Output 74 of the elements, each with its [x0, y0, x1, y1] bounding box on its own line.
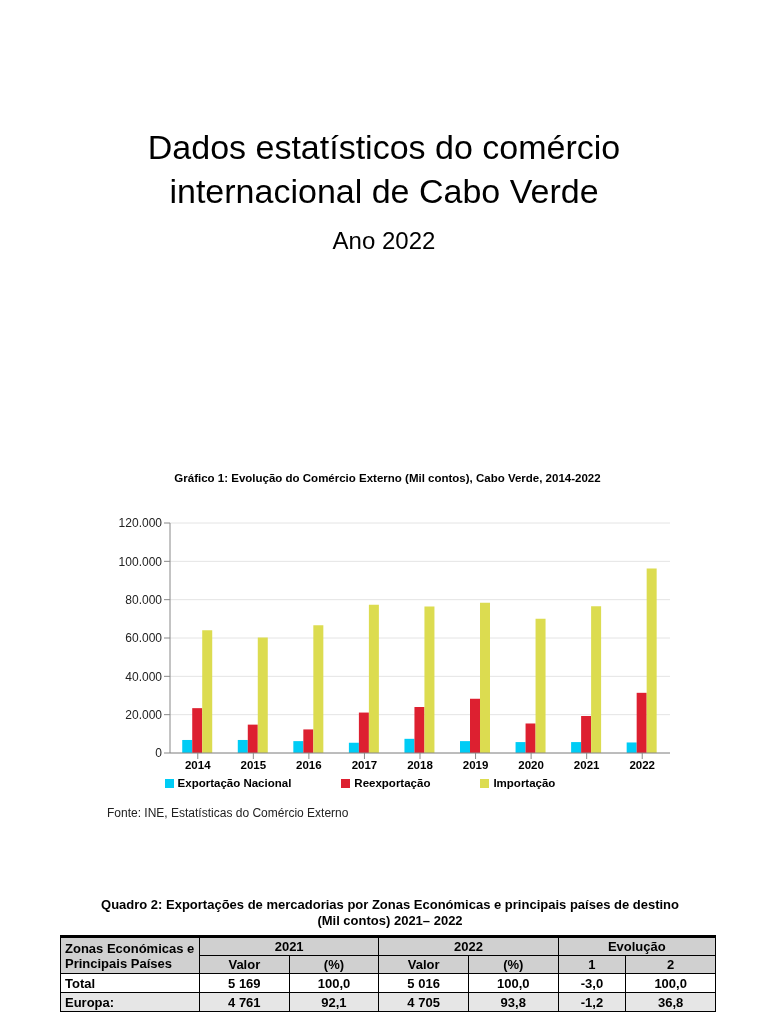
bar [202, 630, 213, 753]
bar [247, 724, 258, 753]
text: Europa: [60, 992, 200, 1012]
text: 100,0 [289, 973, 379, 993]
bar [480, 602, 490, 753]
bar [237, 739, 248, 753]
text: Dados estatísticos do comércio internacional de Cabo Verde [146, 127, 622, 212]
y-tick-label: 80.000 [125, 592, 163, 607]
text: (%) [468, 955, 559, 974]
text: 93,8 [468, 992, 559, 1012]
text: Zonas Económicas e Principais Países [60, 936, 200, 974]
x-tick-label: 2016 [296, 759, 322, 772]
bar [470, 698, 480, 753]
x-tick-label: 2018 [407, 759, 434, 772]
x-tick-label: 2022 [629, 759, 656, 772]
text: 4 705 [378, 992, 469, 1012]
bar [535, 618, 546, 753]
bar [404, 738, 415, 753]
x-tick-label: 2015 [240, 759, 267, 772]
text: 92,1 [289, 992, 379, 1012]
legend-label: Importação [493, 777, 556, 789]
text: Quadro 2: Exportações de mercadorias por Zonas Económicas e principais países de destino (Mil contos) 2021– 2022 [100, 897, 680, 929]
bar [257, 637, 268, 753]
text: Valor [199, 955, 290, 974]
bar [646, 568, 657, 753]
text: 1 [558, 955, 626, 974]
bar [368, 604, 379, 753]
y-tick-label: 60.000 [125, 631, 163, 646]
text: (%) [289, 955, 379, 974]
text: 2 [625, 955, 716, 974]
bar [581, 716, 592, 753]
bar [424, 606, 435, 753]
text: Evolução [558, 936, 716, 956]
bar [192, 708, 203, 753]
text: 5 016 [378, 973, 469, 993]
bar [571, 742, 582, 753]
x-tick-label: 2014 [184, 759, 212, 772]
text: 36,8 [625, 992, 716, 1012]
x-tick-label: 2017 [351, 759, 378, 772]
text: Ano 2022 [331, 227, 437, 255]
bar [515, 742, 526, 753]
legend-label: Reexportação [354, 777, 431, 789]
y-tick-label: 120.000 [118, 516, 163, 531]
bar [303, 729, 314, 753]
text: -1,2 [558, 992, 626, 1012]
source-note: Fonte: INE, Estatísticas do Comércio Externo [107, 806, 350, 820]
bar [525, 723, 536, 753]
text: 4 761 [199, 992, 290, 1012]
bar [636, 692, 647, 753]
x-tick-label: 2020 [518, 759, 544, 772]
text: 2021 [199, 936, 379, 956]
y-tick-label: 100.000 [118, 554, 163, 569]
y-tick-label: 20.000 [125, 707, 163, 722]
x-tick-label: 2019 [462, 759, 489, 772]
text: 5 169 [199, 973, 290, 993]
bar [626, 742, 637, 753]
text: 100,0 [468, 973, 559, 993]
text: Total [60, 973, 200, 993]
bar [182, 739, 193, 753]
bar [414, 707, 425, 753]
bar [591, 606, 602, 753]
y-tick-label: 40.000 [125, 669, 163, 684]
bar [358, 712, 369, 753]
text: 100,0 [625, 973, 716, 993]
legend-label: Exportação Nacional [177, 777, 292, 789]
chart-title: Gráfico 1: Evolução do Comércio Externo (Mil contos), Cabo Verde, 2014-2022 [173, 472, 602, 486]
x-tick-label: 2021 [573, 759, 601, 772]
bar [460, 741, 470, 753]
bar [293, 741, 304, 753]
bar [313, 625, 324, 753]
text: -3,0 [558, 973, 626, 993]
y-tick-label: 0 [155, 746, 163, 761]
text: 2022 [378, 936, 559, 956]
text: Valor [378, 955, 469, 974]
